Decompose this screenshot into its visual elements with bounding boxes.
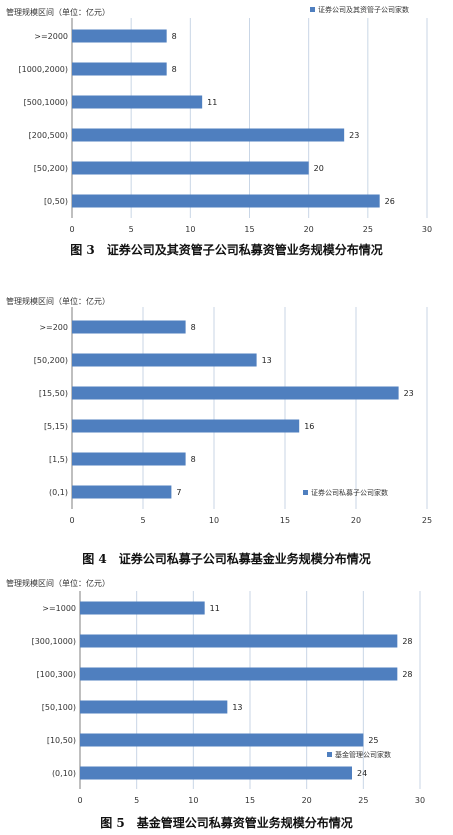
bar (80, 766, 352, 780)
category-label: >=1000 (42, 604, 76, 613)
category-label: [15,50) (39, 389, 68, 398)
bar (72, 386, 399, 400)
x-tick-label: 10 (185, 225, 195, 234)
x-tick-label: 10 (209, 516, 219, 525)
category-label: (0,1) (49, 488, 68, 497)
bar (72, 29, 167, 43)
legend-swatch (303, 490, 308, 495)
legend-label: 基金管理公司家数 (335, 750, 391, 759)
x-tick-label: 15 (280, 516, 290, 525)
data-label: 20 (314, 164, 324, 173)
data-label: 28 (402, 637, 412, 646)
x-tick-label: 25 (422, 516, 432, 525)
category-label: [5,15) (44, 422, 68, 431)
chart-securities-asset-mgmt: 0 5 10 15 20 25 30 管理规模区间（单位：亿元） 8 >=2000 8 [1000,2… (6, 5, 432, 234)
bar (72, 62, 167, 76)
y-axis-title: 管理规模区间（单位：亿元） (6, 578, 110, 588)
x-tick-label: 0 (69, 516, 74, 525)
category-label: [1,5) (49, 455, 68, 464)
chart-fund-management: 0 5 10 15 20 25 30 管理规模区间（单位：亿元） 11 >=1000 28 [300,… (6, 578, 425, 805)
category-label: [300,1000) (32, 637, 76, 646)
x-tick-label: 30 (415, 796, 425, 805)
data-label: 28 (402, 670, 412, 679)
data-label: 24 (357, 769, 367, 778)
category-label: [50,100) (42, 703, 76, 712)
data-label: 23 (349, 131, 359, 140)
bar (72, 161, 309, 175)
x-tick-label: 0 (77, 796, 82, 805)
data-label: 13 (262, 356, 272, 365)
x-tick-label: 15 (244, 225, 254, 234)
chart-caption: 图 4 证券公司私募子公司私募基金业务规模分布情况 (82, 552, 371, 566)
bar (72, 128, 345, 142)
data-label: 7 (176, 488, 181, 497)
category-label: [1000,2000) (18, 65, 68, 74)
bar (72, 194, 380, 208)
y-axis-title: 管理规模区间（单位：亿元） (6, 7, 110, 17)
legend-swatch (310, 7, 315, 12)
x-tick-label: 0 (69, 225, 74, 234)
category-label: [500,1000) (24, 98, 68, 107)
legend-swatch (327, 752, 332, 757)
bar (80, 667, 398, 681)
data-label: 13 (232, 703, 242, 712)
x-tick-label: 5 (129, 225, 134, 234)
category-label: [100,300) (37, 670, 76, 679)
category-label: [50,200) (34, 164, 68, 173)
x-tick-label: 30 (422, 225, 432, 234)
x-tick-label: 20 (302, 796, 312, 805)
bar (80, 700, 228, 714)
bar (72, 485, 172, 499)
data-label: 23 (404, 389, 414, 398)
y-axis-title: 管理规模区间（单位：亿元） (6, 296, 110, 306)
bar (80, 634, 398, 648)
x-tick-label: 5 (134, 796, 139, 805)
category-label: >=2000 (34, 32, 68, 41)
data-label: 8 (172, 32, 177, 41)
chart-caption: 图 5 基金管理公司私募资管业务规模分布情况 (100, 816, 353, 830)
x-tick-label: 15 (245, 796, 255, 805)
x-tick-label: 25 (358, 796, 368, 805)
bar (72, 320, 186, 334)
x-tick-label: 20 (351, 516, 361, 525)
category-label: >=200 (39, 323, 68, 332)
x-tick-label: 10 (188, 796, 198, 805)
data-label: 16 (304, 422, 314, 431)
bar (80, 601, 205, 615)
chart-securities-private-subsidiary: 0 5 10 15 20 25 管理规模区间（单位：亿元） 8 >=200 13 [50,200) 2… (6, 296, 432, 525)
category-label: [10,50) (47, 736, 76, 745)
data-label: 25 (368, 736, 378, 745)
data-label: 8 (191, 455, 196, 464)
legend-label: 证券公司私募子公司家数 (311, 488, 388, 497)
x-tick-label: 5 (140, 516, 145, 525)
legend-label: 证券公司及其资管子公司家数 (318, 5, 409, 14)
data-label: 11 (210, 604, 220, 613)
category-label: (0,10) (52, 769, 76, 778)
category-label: [200,500) (29, 131, 68, 140)
data-label: 11 (207, 98, 217, 107)
bar (72, 452, 186, 466)
category-label: [50,200) (34, 356, 68, 365)
x-tick-label: 20 (304, 225, 314, 234)
category-label: [0,50) (44, 197, 68, 206)
bar (80, 733, 364, 747)
bar (72, 95, 203, 109)
x-tick-label: 25 (363, 225, 373, 234)
bar (72, 353, 257, 367)
chart-caption: 图 3 证券公司及其资管子公司私募资管业务规模分布情况 (70, 243, 383, 257)
data-label: 8 (172, 65, 177, 74)
bar (72, 419, 300, 433)
data-label: 8 (191, 323, 196, 332)
data-label: 26 (385, 197, 395, 206)
